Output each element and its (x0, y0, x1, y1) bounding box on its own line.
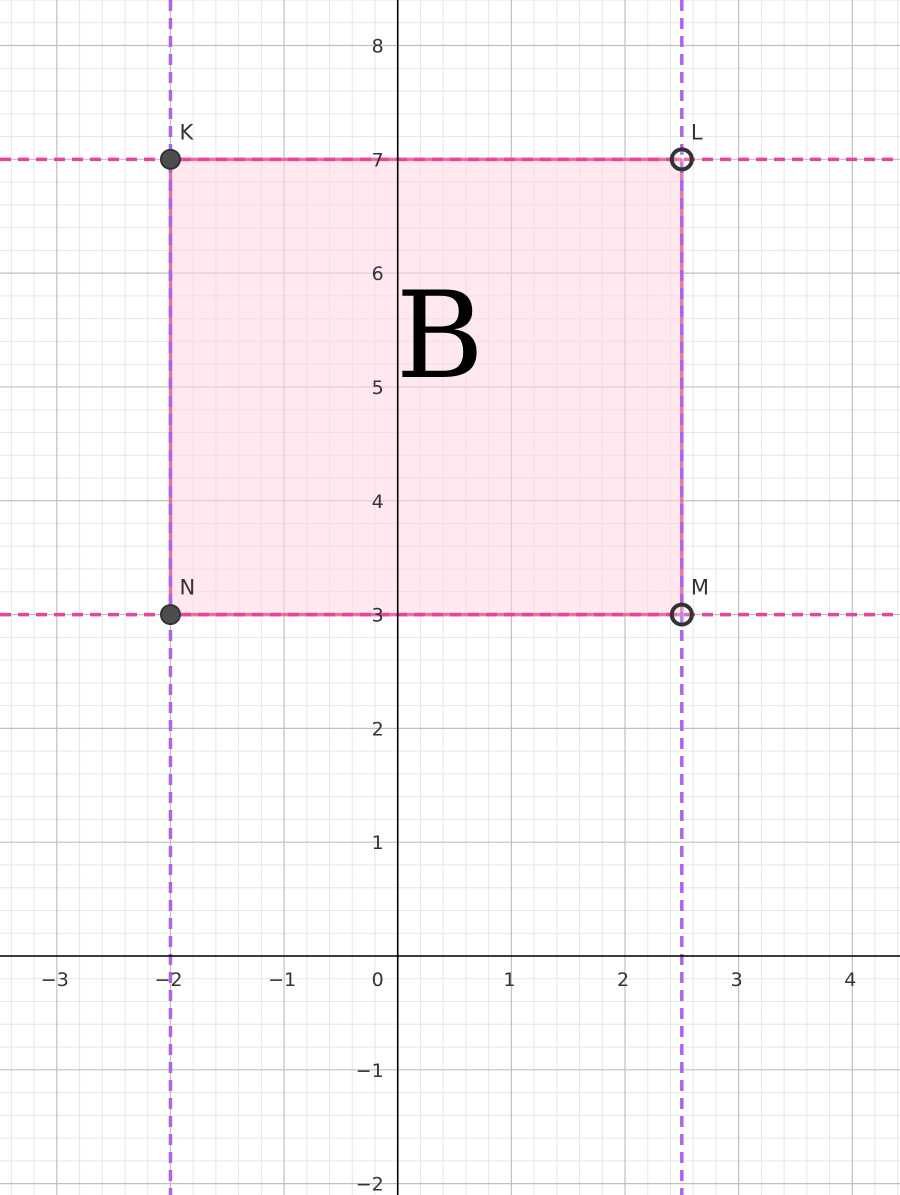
rectangle-label: B (396, 267, 484, 406)
point-label-n: N (179, 576, 195, 600)
y-tick-label: −2 (356, 1174, 384, 1195)
origin-label: 0 (372, 969, 384, 991)
x-tick-label: 1 (503, 969, 515, 991)
point-l[interactable] (669, 147, 694, 172)
y-tick-label: 2 (372, 718, 384, 740)
y-tick-label: 6 (372, 263, 384, 285)
y-tick-label: 5 (372, 377, 384, 399)
point-label-k: K (179, 120, 194, 144)
x-tick-label: −1 (268, 969, 296, 991)
rectangle-fill[interactable] (170, 159, 682, 615)
y-tick-label: 7 (372, 149, 384, 171)
points[interactable]: K L M N (159, 120, 709, 627)
point-n[interactable] (159, 604, 181, 626)
y-tick-label: 8 (372, 36, 384, 58)
point-label-m: M (691, 576, 709, 600)
y-tick-label: 1 (372, 832, 384, 854)
y-tick-label: 3 (372, 605, 384, 627)
point-m[interactable] (669, 602, 694, 627)
x-tick-label: −2 (154, 969, 182, 991)
point-k[interactable] (159, 148, 181, 170)
x-tick-label: 4 (844, 969, 856, 991)
x-tick-label: 2 (617, 969, 629, 991)
point-label-l: L (691, 120, 703, 144)
x-tick-label: 3 (731, 969, 743, 991)
tick-labels: −3 −2 −1 1 2 3 4 −2 −1 1 2 3 4 5 6 7 8 0 (41, 36, 857, 1195)
y-tick-label: −1 (356, 1060, 384, 1082)
x-tick-label: −3 (41, 969, 69, 991)
y-tick-label: 4 (372, 491, 384, 513)
